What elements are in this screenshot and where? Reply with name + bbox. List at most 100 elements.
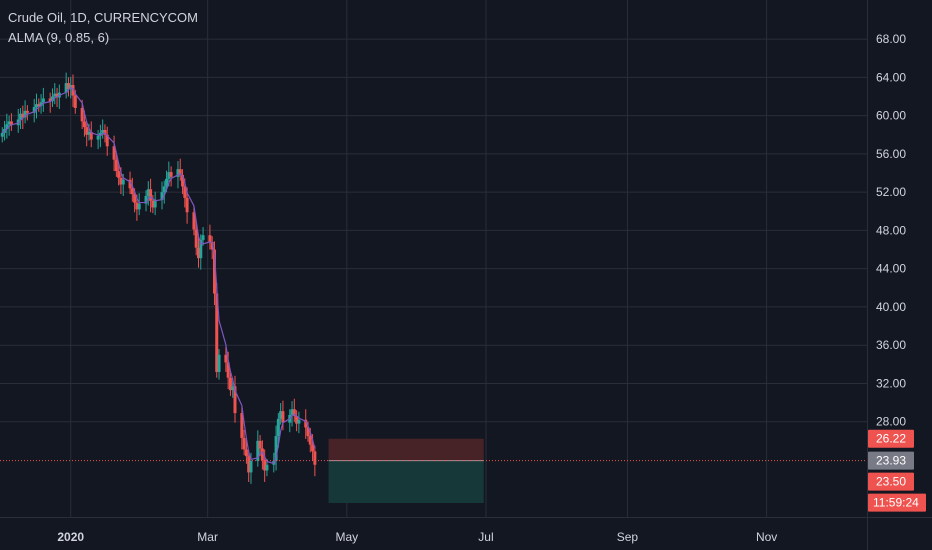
candle-body bbox=[149, 189, 153, 201]
countdown-text: 11:59:24 bbox=[873, 496, 919, 510]
candle bbox=[224, 346, 228, 372]
candle-body bbox=[37, 104, 41, 107]
candle bbox=[215, 283, 219, 378]
candle bbox=[160, 181, 164, 210]
price-tick-label: 64.00 bbox=[876, 70, 906, 84]
candle-body bbox=[53, 93, 57, 97]
price-tag-text: 23.93 bbox=[876, 454, 906, 468]
candle bbox=[89, 121, 93, 148]
candle bbox=[50, 88, 54, 108]
candle-body bbox=[263, 459, 267, 471]
candle bbox=[169, 166, 173, 187]
chart-legend: Crude Oil, 1D, CURRENCYCOM ALMA (9, 0.85… bbox=[8, 8, 198, 48]
candle-body bbox=[21, 113, 25, 118]
candle bbox=[35, 93, 39, 119]
candle-body bbox=[0, 132, 4, 137]
price-tick-label: 60.00 bbox=[876, 109, 906, 123]
take-profit-zone bbox=[328, 460, 484, 503]
candle-body bbox=[311, 444, 315, 452]
candle bbox=[290, 401, 294, 427]
price-tag-bg bbox=[868, 451, 914, 470]
candle-body bbox=[19, 113, 23, 120]
price-tick-label: 32.00 bbox=[876, 376, 906, 390]
candle bbox=[25, 105, 29, 121]
candle-body bbox=[151, 200, 155, 208]
candle bbox=[64, 72, 68, 99]
candle bbox=[39, 94, 43, 114]
candle-body bbox=[25, 110, 29, 113]
candle bbox=[304, 409, 308, 439]
candle-body bbox=[249, 460, 253, 473]
time-tick-label: 2020 bbox=[57, 530, 84, 544]
candle-body bbox=[55, 93, 59, 98]
time-tick-label: Jul bbox=[478, 530, 493, 544]
candle-body bbox=[295, 415, 299, 424]
candle bbox=[153, 191, 157, 216]
candle bbox=[32, 98, 36, 123]
candle-body bbox=[201, 235, 205, 240]
time-tick-label: Nov bbox=[756, 530, 777, 544]
candle-body bbox=[103, 129, 107, 135]
candle bbox=[146, 181, 150, 206]
candle-body bbox=[7, 121, 11, 125]
candle-body bbox=[64, 83, 68, 93]
candle-body bbox=[98, 132, 102, 136]
candle-body bbox=[240, 413, 244, 438]
candle-body bbox=[274, 436, 278, 461]
candle-body bbox=[80, 107, 84, 122]
candle bbox=[178, 158, 182, 181]
candle-body bbox=[304, 419, 308, 428]
candle bbox=[217, 349, 221, 380]
candle-body bbox=[226, 362, 230, 378]
candle-body bbox=[297, 419, 301, 424]
candle-body bbox=[290, 409, 294, 416]
candle-body bbox=[130, 188, 134, 195]
candle-body bbox=[146, 189, 150, 196]
candle-body bbox=[260, 448, 264, 460]
candle bbox=[162, 180, 166, 204]
candle bbox=[114, 153, 118, 177]
price-tags: 26.22 23.93 23.50 11:59:24 bbox=[868, 429, 926, 512]
candle bbox=[19, 107, 23, 130]
candle-body bbox=[112, 146, 116, 160]
candle bbox=[228, 371, 232, 396]
candle bbox=[41, 87, 45, 112]
candle-body bbox=[71, 85, 75, 96]
candle bbox=[233, 375, 237, 423]
candle bbox=[5, 113, 9, 139]
candle bbox=[260, 440, 264, 470]
candle-body bbox=[32, 107, 36, 113]
candle bbox=[37, 98, 41, 112]
candle bbox=[263, 449, 267, 482]
countdown-tag-bg bbox=[868, 493, 926, 512]
candle bbox=[117, 162, 121, 186]
candle-body bbox=[9, 121, 13, 126]
candle-body bbox=[292, 409, 296, 416]
candle-body bbox=[313, 451, 317, 465]
candle bbox=[144, 190, 148, 212]
candle bbox=[98, 124, 102, 148]
candle-body bbox=[247, 456, 251, 473]
candle-body bbox=[160, 192, 164, 200]
candle-body bbox=[105, 134, 109, 147]
candle-body bbox=[306, 427, 310, 437]
candle-body bbox=[48, 98, 52, 102]
candle bbox=[9, 113, 13, 131]
symbol-title[interactable]: Crude Oil, 1D, CURRENCYCOM bbox=[8, 10, 198, 25]
candle bbox=[295, 410, 299, 432]
price-tick-label: 52.00 bbox=[876, 185, 906, 199]
candle-body bbox=[194, 229, 198, 248]
candle bbox=[244, 438, 248, 464]
candle-body bbox=[89, 131, 93, 140]
candle bbox=[0, 127, 4, 143]
candle-body bbox=[50, 96, 54, 102]
indicator-label[interactable]: ALMA (9, 0.85, 6) bbox=[8, 30, 110, 45]
candle bbox=[256, 430, 260, 467]
candle bbox=[292, 398, 296, 422]
candle-body bbox=[281, 411, 285, 423]
candle-body bbox=[231, 386, 235, 391]
candle bbox=[297, 411, 301, 434]
candle-body bbox=[183, 186, 187, 198]
